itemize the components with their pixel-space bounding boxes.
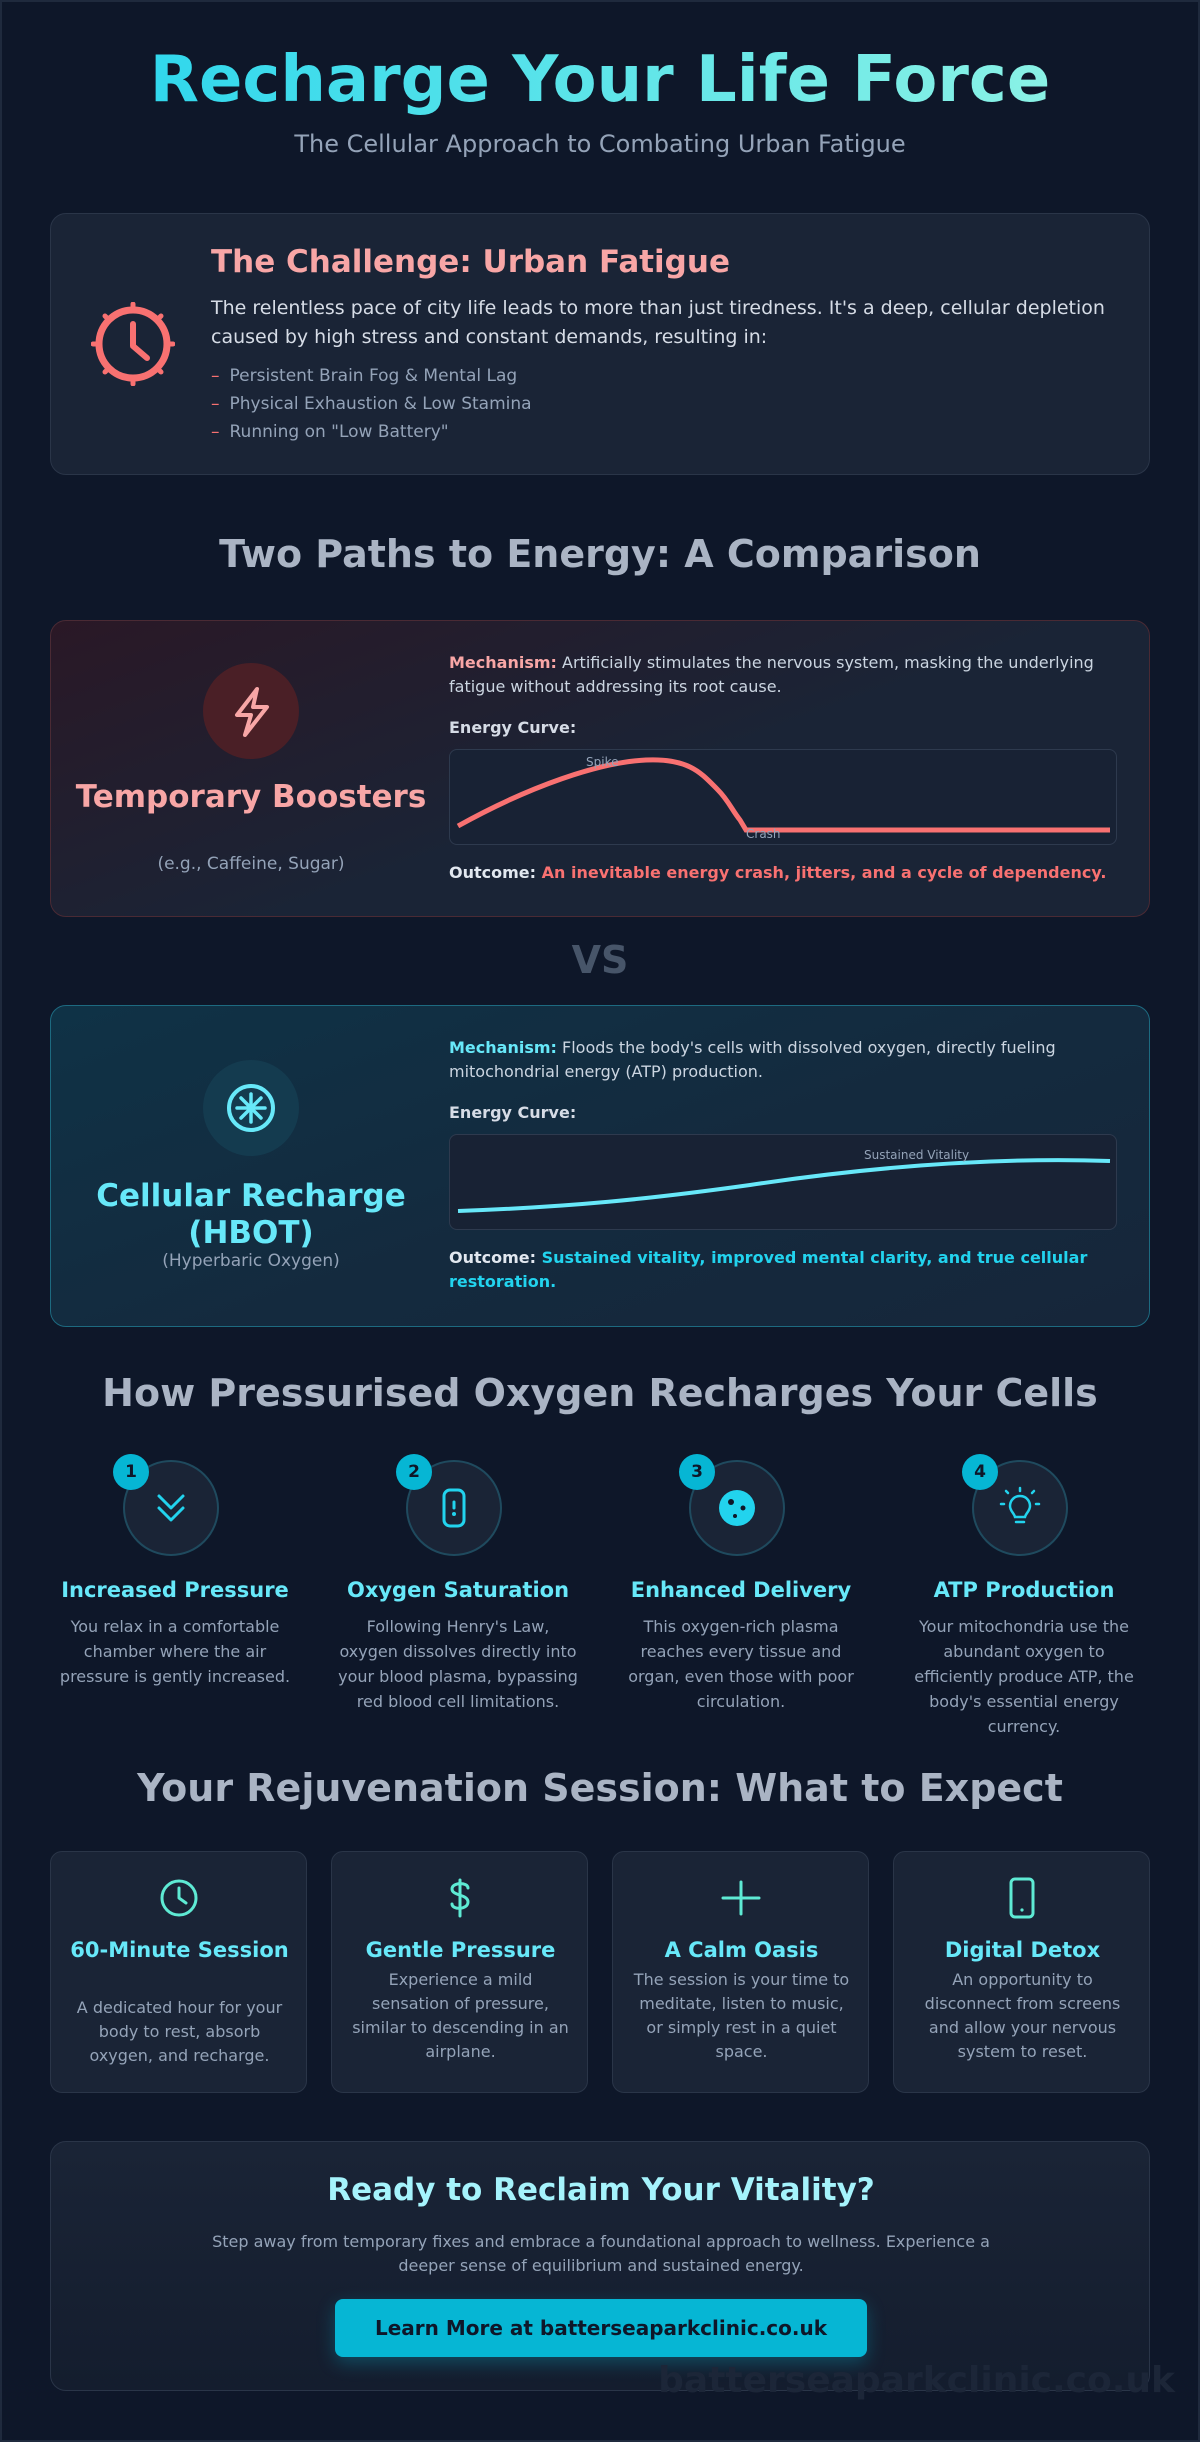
cta-title: Ready to Reclaim Your Vitality? [327,2172,875,2208]
challenge-card: The Challenge: Urban Fatigue The relentl… [50,213,1150,475]
temporary-subtitle: (e.g., Caffeine, Sugar) [157,854,345,874]
asterisk-circle-icon [227,1084,275,1132]
session-card-oasis: A Calm Oasis The session is your time to… [612,1851,869,2093]
step-number: 4 [962,1454,998,1490]
step-number: 1 [113,1454,149,1490]
symptom-list: – Persistent Brain Fog & Mental Lag – Phys… [211,362,532,446]
phone-icon [1009,1877,1035,1919]
curve-annotation-sustained: Sustained Vitality [864,1148,969,1162]
hbot-subtitle: (Hyperbaric Oxygen) [162,1251,340,1271]
chevrons-down-icon [157,1494,185,1522]
session-card-text: A dedicated hour for your body to rest, … [76,1998,283,2065]
how-title: How Pressurised Oxygen Recharges Your Ce… [102,1371,1098,1415]
watermark: batterseaparkclinic.co.uk [658,2360,1175,2401]
step-title: Oxygen Saturation [346,1578,570,1602]
lightbulb-icon [999,1486,1041,1524]
list-item: – Running on "Low Battery" [211,422,449,442]
curve-annotation-spike: Spike [586,755,618,769]
step-number: 3 [679,1454,715,1490]
challenge-description: The relentless pace of city life leads t… [211,297,1105,348]
step-text: You relax in a comfortable chamber where… [59,1617,291,1686]
step-number: 2 [396,1454,432,1490]
vs-label: VS [571,938,629,982]
plus-icon [721,1880,761,1916]
session-card-title: Digital Detox [944,1938,1101,1962]
clock-icon [160,1879,198,1917]
challenge-title: The Challenge: Urban Fatigue [211,244,730,280]
list-item: – Physical Exhaustion & Low Stamina [211,394,532,414]
hbot-badge [203,1060,299,1156]
gauge-icon [450,1878,470,1918]
temporary-energy-curve: Spike Crash [449,749,1117,845]
temporary-title: Temporary Boosters [75,779,427,815]
hbot-outcome: Outcome: Sustained vitality, improved me… [449,1248,1088,1291]
temporary-mechanism: Mechanism: Artificially stimulates the n… [449,653,1094,696]
session-title: Your Rejuvenation Session: What to Expec… [137,1766,1063,1810]
session-card-text: The session is your time to meditate, li… [633,1970,850,2061]
session-card-detox: Digital Detox An opportunity to disconne… [893,1851,1150,2093]
curve-annotation-crash: Crash [746,827,781,841]
session-card-title: Gentle Pressure [365,1938,556,1962]
lightning-badge [203,663,299,759]
session-card-title: 60-Minute Session [70,1938,289,1962]
session-card-title: A Calm Oasis [664,1938,819,1962]
step-title: Enhanced Delivery [630,1578,852,1602]
hbot-curve-label: Energy Curve: [449,1103,577,1122]
session-card-pressure: Gentle Pressure Experience a mild sensat… [331,1851,588,2093]
temporary-curve-label: Energy Curve: [449,718,577,737]
step-text: Your mitochondria use the abundant oxyge… [914,1617,1134,1736]
cell-icon [719,1490,755,1526]
clock-icon [91,302,175,386]
hbot-energy-curve: Sustained Vitality [449,1134,1117,1230]
step-text: This oxygen-rich plasma reaches every ti… [628,1617,854,1711]
temporary-outcome: Outcome: An inevitable energy crash, jit… [449,863,1107,882]
learn-more-button[interactable]: Learn More at batterseaparkclinic.co.uk [335,2299,867,2357]
step-title: ATP Production [933,1578,1115,1602]
session-card-duration: 60-Minute Session A dedicated hour for y… [50,1851,307,2093]
list-item: – Persistent Brain Fog & Mental Lag [211,366,518,386]
cta-card: Ready to Reclaim Your Vitality? Step awa… [50,2141,1150,2391]
session-card-text: An opportunity to disconnect from screen… [924,1970,1121,2061]
hbot-title: Cellular Recharge (HBOT) [96,1178,406,1251]
cta-text: Step away from temporary fixes and embra… [212,2232,990,2275]
comparison-title: Two Paths to Energy: A Comparison [219,532,981,576]
temporary-boosters-card: Temporary Boosters (e.g., Caffeine, Suga… [50,620,1150,917]
hbot-mechanism: Mechanism: Floods the body's cells with … [449,1038,1056,1081]
step-title: Increased Pressure [61,1578,289,1602]
page-subtitle: The Cellular Approach to Combating Urban… [294,130,906,158]
capsule-icon [442,1488,466,1528]
hbot-card: Cellular Recharge (HBOT) (Hyperbaric Oxy… [50,1005,1150,1327]
hero: Recharge Your Life Force The Cellular Ap… [0,40,1200,158]
session-card-text: Experience a mild sensation of pressure,… [352,1970,569,2061]
lightning-icon [235,687,269,737]
page-title: Recharge Your Life Force [0,40,1200,120]
step-text: Following Henry's Law, oxygen dissolves … [338,1617,578,1711]
